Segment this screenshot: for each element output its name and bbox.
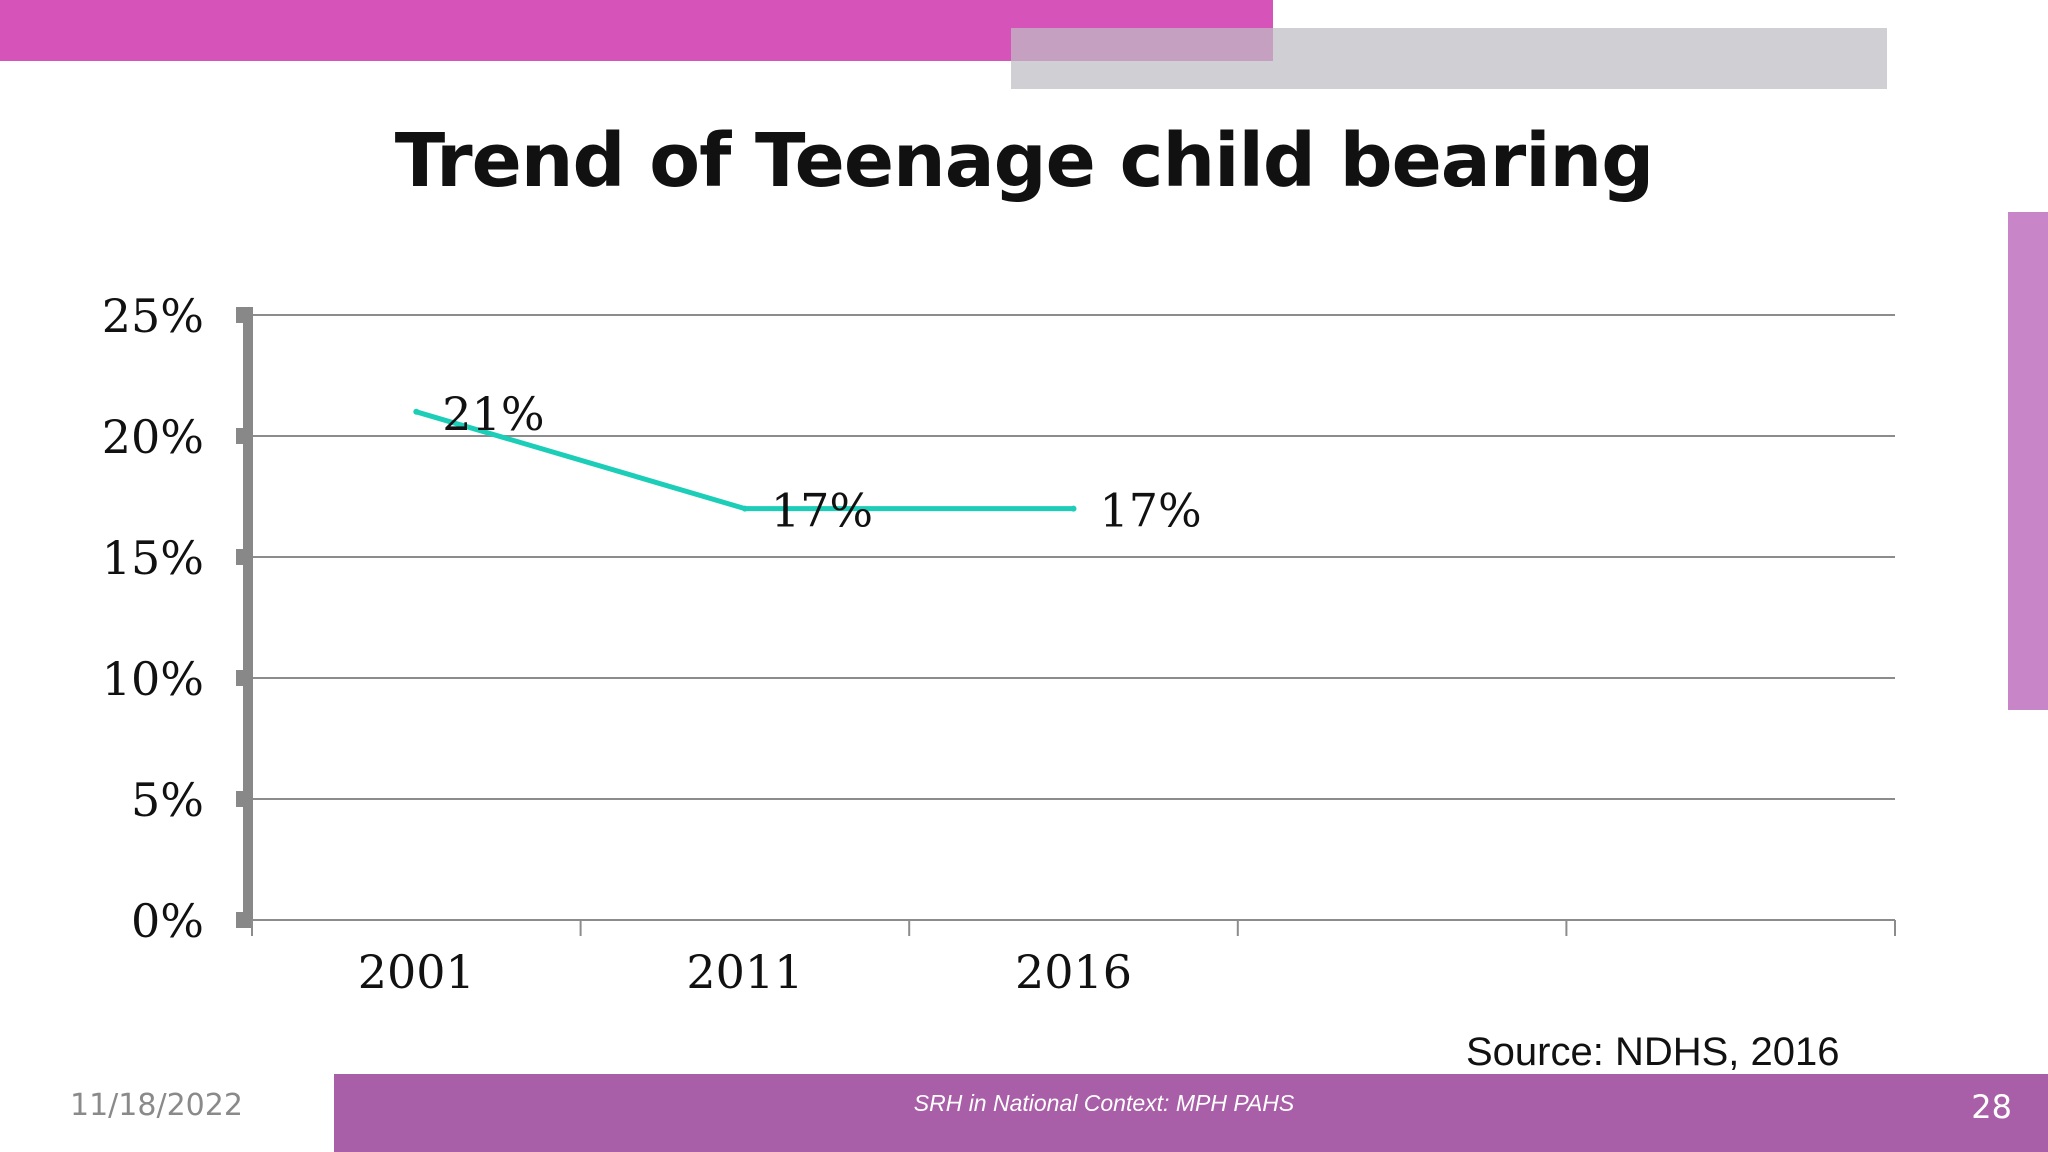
y-tick-mark	[236, 549, 246, 565]
data-point	[1070, 505, 1077, 512]
y-tick-mark	[236, 428, 246, 444]
data-label: 21%	[442, 387, 544, 441]
y-tick-mark	[236, 670, 246, 686]
page-number: 28	[1971, 1088, 2012, 1126]
data-point	[413, 408, 420, 415]
footer-text: SRH in National Context: MPH PAHS	[913, 1090, 1295, 1116]
data-point	[741, 505, 748, 512]
x-category-label: 2016	[1015, 945, 1132, 999]
decor-gray-bar	[1011, 28, 1887, 89]
data-label: 17%	[771, 484, 873, 538]
y-tick-label: 25%	[102, 289, 204, 343]
y-tick-mark	[236, 307, 246, 323]
x-category-label: 2011	[686, 945, 803, 999]
y-tick-label: 0%	[131, 894, 204, 948]
source-note: Source: NDHS, 2016	[1466, 1030, 1840, 1074]
y-tick-label: 15%	[102, 531, 204, 585]
decor-side-bar	[2008, 212, 2048, 710]
y-tick-mark	[236, 791, 246, 807]
y-tick-label: 10%	[102, 652, 204, 706]
y-tick-label: 20%	[102, 410, 204, 464]
x-category-label: 2001	[358, 945, 475, 999]
data-label: 17%	[1100, 484, 1202, 538]
y-tick-mark	[236, 912, 246, 928]
y-axis	[243, 307, 253, 928]
y-tick-label: 5%	[131, 773, 204, 827]
slide-title: Trend of Teenage child bearing	[394, 118, 1654, 204]
footer-bar: SRH in National Context: MPH PAHS 28	[334, 1074, 2048, 1152]
slide-date: 11/18/2022	[70, 1088, 243, 1123]
